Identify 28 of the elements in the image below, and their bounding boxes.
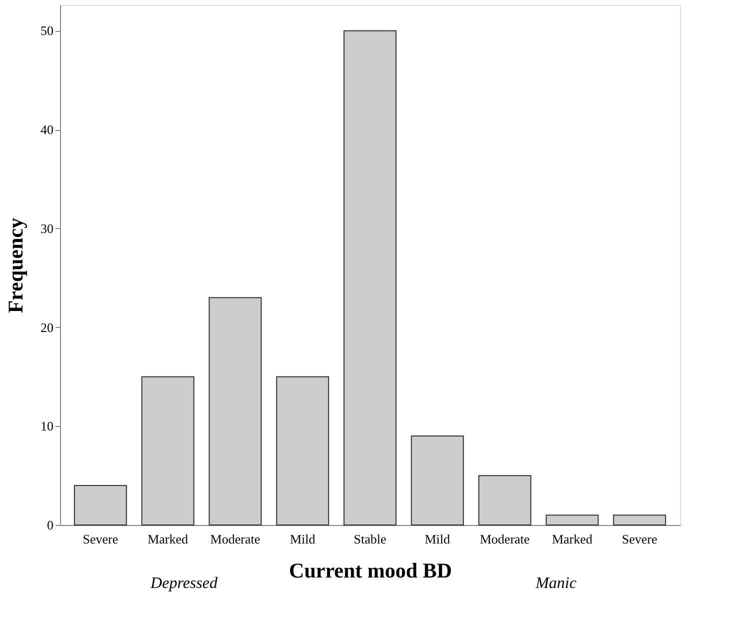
y-tick-label: 30 [40, 220, 54, 236]
x-tick-label: Severe [622, 532, 658, 546]
y-tick-label: 20 [40, 320, 54, 335]
text: Depressed [150, 575, 218, 592]
y-tick-label: 40 [40, 122, 54, 138]
y-tick-label: 10 [40, 418, 54, 434]
x-axis-title: Current mood BD [289, 558, 452, 582]
bar [410, 436, 464, 526]
x-tick-label: Stable [354, 532, 386, 546]
bar [344, 30, 396, 526]
x-tick-label: Mild [290, 532, 316, 546]
text: Manic [534, 575, 576, 592]
bar [478, 475, 532, 526]
x-tick-label: Moderate [210, 532, 260, 546]
bar [546, 514, 599, 526]
y-axis-title: Frequency [4, 217, 28, 314]
bar [613, 514, 666, 526]
bar [141, 376, 194, 526]
y-tick-label: 0 [47, 518, 54, 532]
bar [74, 484, 127, 526]
x-tick-label: Moderate [480, 532, 530, 546]
x-tick-label: Mild [424, 532, 451, 546]
y-tick-label: 50 [40, 23, 54, 38]
x-tick-label: Marked [148, 532, 189, 546]
bar [208, 297, 262, 526]
x-tick-label: Severe [82, 532, 118, 546]
x-tick-label: Marked [552, 532, 593, 546]
bar [276, 376, 330, 526]
